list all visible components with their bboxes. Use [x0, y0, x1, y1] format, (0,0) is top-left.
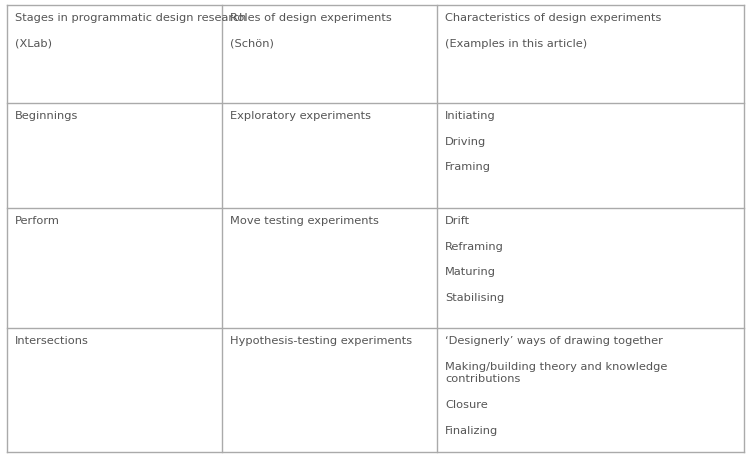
Text: Roles of design experiments

(Schön): Roles of design experiments (Schön) [230, 13, 392, 48]
Text: Intersections: Intersections [15, 336, 89, 346]
Text: Stages in programmatic design research

(XLab): Stages in programmatic design research (… [15, 13, 246, 48]
Text: Exploratory experiments: Exploratory experiments [230, 111, 371, 121]
Text: Drift

Reframing

Maturing

Stabilising: Drift Reframing Maturing Stabilising [445, 216, 504, 303]
Text: Initiating

Driving

Framing: Initiating Driving Framing [445, 111, 496, 172]
Text: Characteristics of design experiments

(Examples in this article): Characteristics of design experiments (E… [445, 13, 662, 48]
Text: Hypothesis-testing experiments: Hypothesis-testing experiments [230, 336, 412, 346]
Text: Beginnings: Beginnings [15, 111, 78, 121]
Text: Perform: Perform [15, 216, 60, 226]
Text: ‘Designerly’ ways of drawing together

Making/building theory and knowledge
cont: ‘Designerly’ ways of drawing together Ma… [445, 336, 668, 436]
Text: Move testing experiments: Move testing experiments [230, 216, 379, 226]
